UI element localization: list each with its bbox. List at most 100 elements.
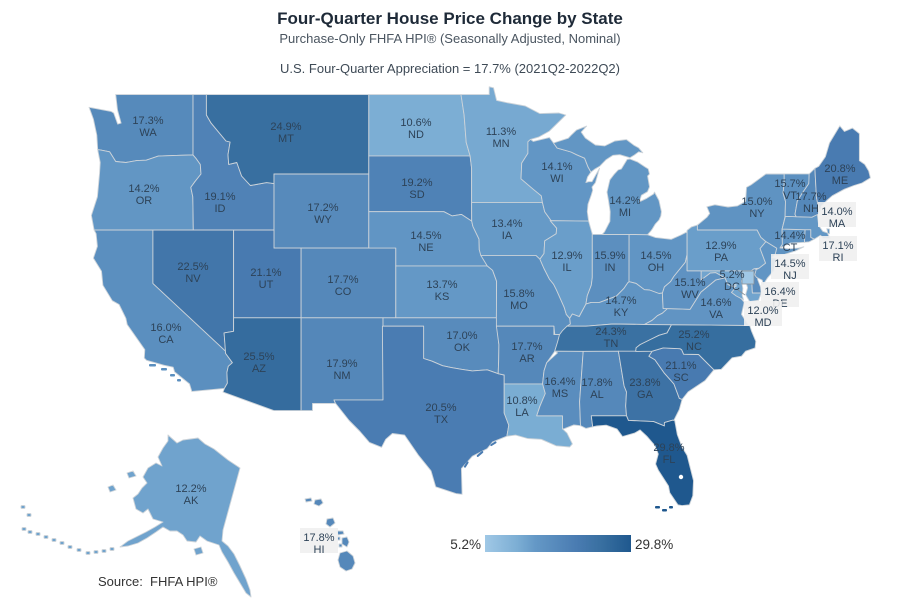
svg-text:14.5%: 14.5% [774, 258, 805, 270]
svg-text:19.1%: 19.1% [204, 191, 235, 203]
svg-text:5.2%: 5.2% [719, 269, 744, 281]
svg-text:12.9%: 12.9% [551, 250, 582, 262]
svg-text:29.8%: 29.8% [653, 442, 684, 454]
svg-text:OH: OH [648, 262, 665, 274]
svg-text:20.8%: 20.8% [824, 163, 855, 175]
svg-text:14.2%: 14.2% [609, 195, 640, 207]
svg-text:13.4%: 13.4% [491, 218, 522, 230]
svg-text:VT: VT [783, 190, 797, 202]
svg-text:U.S. Four-Quarter Appreciation: U.S. Four-Quarter Appreciation = 17.7% (… [280, 61, 620, 76]
svg-text:14.1%: 14.1% [541, 161, 572, 173]
svg-text:LA: LA [515, 407, 529, 419]
svg-text:IN: IN [605, 262, 616, 274]
svg-text:AK: AK [184, 495, 199, 507]
svg-text:NJ: NJ [783, 270, 796, 282]
svg-text:15.8%: 15.8% [503, 288, 534, 300]
svg-text:NH: NH [803, 203, 819, 215]
svg-text:5.2%: 5.2% [450, 537, 481, 552]
svg-text:12.9%: 12.9% [705, 240, 736, 252]
svg-text:AZ: AZ [252, 363, 266, 375]
svg-text:OR: OR [136, 195, 153, 207]
svg-text:16.4%: 16.4% [544, 376, 575, 388]
svg-text:TN: TN [604, 338, 619, 350]
svg-text:14.6%: 14.6% [700, 297, 731, 309]
svg-text:17.1%: 17.1% [822, 240, 853, 252]
svg-text:ND: ND [408, 129, 424, 141]
svg-text:HI: HI [314, 544, 325, 556]
svg-text:NY: NY [749, 208, 765, 220]
svg-text:21.1%: 21.1% [665, 360, 696, 372]
svg-text:16.4%: 16.4% [764, 286, 795, 298]
svg-text:23.8%: 23.8% [629, 377, 660, 389]
svg-text:WA: WA [139, 127, 157, 139]
svg-text:14.0%: 14.0% [821, 206, 852, 218]
svg-text:14.5%: 14.5% [410, 230, 441, 242]
svg-text:DC: DC [724, 281, 740, 293]
svg-text:MN: MN [492, 138, 509, 150]
svg-text:17.7%: 17.7% [327, 274, 358, 286]
svg-text:10.8%: 10.8% [506, 395, 537, 407]
svg-text:17.7%: 17.7% [795, 191, 826, 203]
svg-text:17.3%: 17.3% [132, 115, 163, 127]
svg-text:Four-Quarter House Price Chang: Four-Quarter House Price Change by State [277, 9, 623, 28]
svg-text:PA: PA [714, 252, 729, 264]
svg-text:WI: WI [550, 173, 563, 185]
svg-text:CO: CO [335, 286, 352, 298]
svg-text:IA: IA [502, 230, 513, 242]
svg-text:MT: MT [278, 133, 294, 145]
svg-text:15.9%: 15.9% [594, 250, 625, 262]
svg-text:13.7%: 13.7% [426, 279, 457, 291]
svg-text:11.3%: 11.3% [486, 126, 517, 138]
svg-text:12.2%: 12.2% [175, 483, 206, 495]
svg-text:KS: KS [435, 291, 450, 303]
svg-text:NV: NV [185, 273, 201, 285]
svg-text:NC: NC [686, 341, 702, 353]
svg-text:17.0%: 17.0% [446, 330, 477, 342]
svg-text:OK: OK [454, 342, 471, 354]
svg-text:15.7%: 15.7% [774, 178, 805, 190]
svg-text:SC: SC [673, 372, 688, 384]
svg-text:14.4%: 14.4% [774, 230, 805, 242]
svg-text:MO: MO [510, 300, 528, 312]
svg-text:ME: ME [832, 175, 849, 187]
svg-text:VA: VA [709, 309, 724, 321]
svg-text:IL: IL [562, 262, 571, 274]
svg-text:12.0%: 12.0% [747, 305, 778, 317]
svg-text:KY: KY [614, 307, 629, 319]
svg-text:MS: MS [552, 388, 569, 400]
svg-text:Source: FHFA HPI®: Source: FHFA HPI® [98, 574, 218, 589]
svg-text:TX: TX [434, 414, 449, 426]
svg-text:MI: MI [619, 207, 631, 219]
svg-text:15.1%: 15.1% [674, 277, 705, 289]
svg-text:CA: CA [158, 334, 174, 346]
svg-text:17.8%: 17.8% [303, 532, 334, 544]
svg-text:29.8%: 29.8% [635, 537, 673, 552]
svg-text:ID: ID [215, 203, 226, 215]
svg-text:WV: WV [681, 289, 699, 301]
svg-text:24.9%: 24.9% [270, 121, 301, 133]
svg-text:15.0%: 15.0% [741, 196, 772, 208]
svg-text:MA: MA [829, 218, 846, 230]
svg-text:17.8%: 17.8% [581, 377, 612, 389]
svg-text:RI: RI [833, 252, 844, 264]
svg-text:WY: WY [314, 214, 332, 226]
svg-text:25.2%: 25.2% [678, 329, 709, 341]
svg-text:25.5%: 25.5% [243, 351, 274, 363]
svg-text:AR: AR [519, 353, 534, 365]
svg-text:AL: AL [590, 389, 603, 401]
svg-text:MD: MD [754, 317, 771, 329]
svg-text:17.2%: 17.2% [307, 202, 338, 214]
svg-text:16.0%: 16.0% [150, 322, 181, 334]
svg-text:24.3%: 24.3% [595, 326, 626, 338]
svg-text:21.1%: 21.1% [250, 267, 281, 279]
svg-text:SD: SD [409, 189, 424, 201]
svg-text:14.5%: 14.5% [640, 250, 671, 262]
svg-text:GA: GA [637, 389, 654, 401]
svg-text:20.5%: 20.5% [425, 402, 456, 414]
svg-text:10.6%: 10.6% [400, 117, 431, 129]
svg-text:UT: UT [259, 279, 274, 291]
svg-text:14.7%: 14.7% [605, 295, 636, 307]
svg-text:19.2%: 19.2% [401, 177, 432, 189]
svg-text:NE: NE [418, 242, 433, 254]
svg-text:22.5%: 22.5% [177, 261, 208, 273]
